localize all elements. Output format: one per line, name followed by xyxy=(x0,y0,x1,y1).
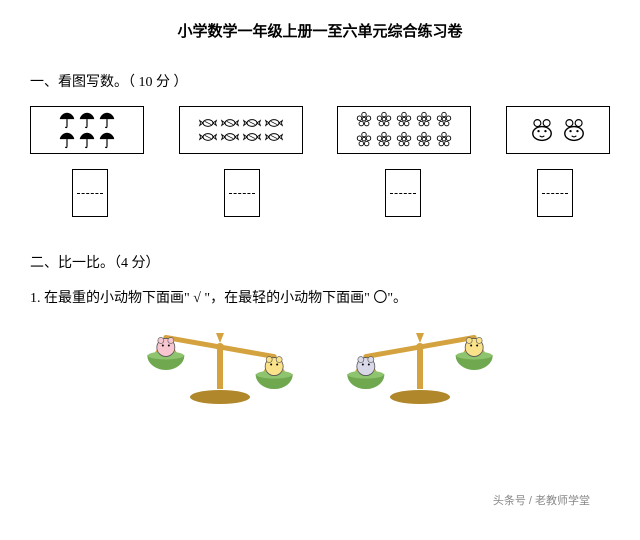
balance-scale-icon xyxy=(140,317,300,407)
umbrella-icon xyxy=(58,131,76,149)
umbrella-icon xyxy=(78,111,96,129)
flower-icon xyxy=(435,131,453,149)
icon-row xyxy=(198,131,284,143)
umbrella-icon xyxy=(98,111,116,129)
counting-box xyxy=(506,106,610,154)
candy-icon xyxy=(198,117,218,129)
counting-boxes-row xyxy=(30,106,610,154)
animal-icon xyxy=(559,116,589,144)
answer-box[interactable] xyxy=(537,169,573,217)
candy-icon xyxy=(220,117,240,129)
icon-row xyxy=(355,131,453,149)
icon-row xyxy=(355,111,453,129)
umbrella-icon xyxy=(98,131,116,149)
icon-row xyxy=(527,116,589,144)
flower-icon xyxy=(415,111,433,129)
candy-icon xyxy=(242,131,262,143)
flower-icon xyxy=(375,111,393,129)
flower-icon xyxy=(415,131,433,149)
umbrella-icon xyxy=(78,131,96,149)
animal-icon xyxy=(527,116,557,144)
candy-icon xyxy=(264,131,284,143)
scales-row xyxy=(30,317,610,407)
answer-cell xyxy=(177,169,307,217)
candy-icon xyxy=(198,131,218,143)
watermark-text: 头条号 / 老教师学堂 xyxy=(493,492,590,508)
candy-icon xyxy=(242,117,262,129)
flower-icon xyxy=(395,111,413,129)
umbrella-icon xyxy=(58,111,76,129)
flower-icon xyxy=(435,111,453,129)
section1-heading: 一、看图写数。（ 10 分 ） xyxy=(30,71,610,91)
counting-box xyxy=(30,106,144,154)
flower-icon xyxy=(375,131,393,149)
answer-box[interactable] xyxy=(224,169,260,217)
counting-box xyxy=(337,106,471,154)
answer-boxes-row xyxy=(30,169,610,217)
flower-icon xyxy=(355,131,373,149)
candy-icon xyxy=(264,117,284,129)
flower-icon xyxy=(355,111,373,129)
icon-row xyxy=(58,111,116,129)
answer-cell xyxy=(30,169,150,217)
section2-q1-text: 1. 在最重的小动物下面画" √ "，在最轻的小动物下面画" 〇"。 xyxy=(30,287,610,307)
answer-box[interactable] xyxy=(385,169,421,217)
worksheet-title: 小学数学一年级上册一至六单元综合练习卷 xyxy=(30,20,610,41)
icon-row xyxy=(58,131,116,149)
answer-box[interactable] xyxy=(72,169,108,217)
candy-icon xyxy=(220,131,240,143)
icon-row xyxy=(198,117,284,129)
answer-cell xyxy=(500,169,610,217)
section2-heading: 二、比一比。（4 分） xyxy=(30,252,610,272)
flower-icon xyxy=(395,131,413,149)
balance-scale-icon xyxy=(340,317,500,407)
answer-cell xyxy=(333,169,473,217)
counting-box xyxy=(179,106,303,154)
